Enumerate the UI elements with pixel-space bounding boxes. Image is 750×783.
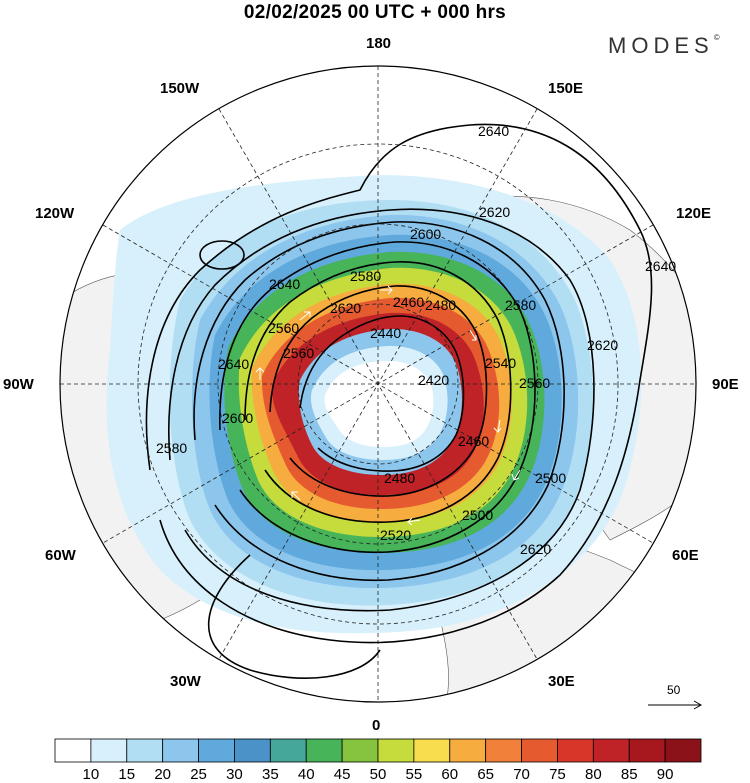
modes-logo: MODES© [608, 33, 720, 59]
colorbar-tick-label: 20 [154, 766, 171, 783]
contour-label: 2600 [222, 410, 254, 426]
contour-label: 2480 [384, 470, 416, 486]
colorbar-swatch [162, 738, 199, 763]
contour-label: 2620 [479, 204, 511, 220]
contour-label: 2540 [485, 355, 517, 371]
contour-label: 2560 [268, 320, 300, 336]
colorbar-swatch [341, 738, 379, 763]
contour-label: 2420 [418, 372, 450, 388]
colorbar-swatch [234, 738, 271, 763]
colorbar-tick-label: 30 [226, 766, 243, 783]
contour-label: 2560 [519, 375, 551, 391]
colorbar-swatch [269, 738, 307, 763]
contour-label: 2460 [393, 294, 425, 310]
colorbar-tick-label: 15 [118, 766, 136, 783]
colorbar-tick-label: 40 [297, 766, 315, 783]
contour-label: 2580 [505, 297, 537, 313]
colorbar-swatch [664, 738, 702, 763]
lon-label-150w: 150W [160, 80, 200, 97]
brand-text: MODES [608, 33, 714, 58]
wind-speed-shading [106, 175, 642, 634]
lon-label-30w: 30W [170, 673, 201, 690]
lon-label-120e: 120E [676, 205, 712, 222]
colorbar-swatch [54, 738, 92, 763]
wind-vectors [255, 285, 521, 526]
colorbar-swatch [592, 738, 630, 763]
contour-label: 2580 [156, 440, 188, 456]
lon-label-30e: 30E [548, 673, 575, 690]
contour-label: 2640 [645, 258, 677, 274]
colorbar-swatch [485, 738, 522, 763]
colorbar-tick-label: 65 [477, 766, 494, 783]
contour-label: 2580 [350, 268, 382, 284]
colorbar-swatch [557, 738, 594, 763]
vector-reference-arrow [648, 700, 703, 710]
colorbar-swatch [413, 738, 451, 763]
colorbar-tick-label: 60 [441, 766, 459, 783]
contour-label: 2600 [410, 226, 442, 242]
colorbar-swatch [449, 738, 487, 763]
colorbar-tick-label: 80 [584, 766, 602, 783]
map-boundary [59, 65, 697, 703]
lon-label-90e: 90E [712, 376, 739, 393]
colorbar-tick-label: 25 [190, 766, 207, 783]
contour-label: 2640 [269, 276, 301, 292]
lon-label-120w: 120W [35, 205, 75, 222]
colorbar-tick-label: 10 [82, 766, 100, 783]
lon-label-60e: 60E [672, 547, 699, 564]
contour-label: 2560 [283, 345, 315, 361]
contour-label: 2640 [218, 356, 250, 372]
contour-label: 2480 [425, 297, 457, 313]
colorbar-tick-label: 35 [261, 766, 279, 783]
contour-label: 2460 [458, 433, 490, 449]
colorbar-tick-label: 70 [513, 766, 530, 783]
lon-label-0: 0 [372, 717, 381, 734]
contour-label: 2440 [370, 325, 402, 341]
colorbar-tick-label: 55 [405, 766, 423, 783]
colorbar-swatch [126, 738, 164, 763]
wind-speed-colorbar [54, 738, 702, 763]
colorbar-tick-label: 50 [369, 766, 387, 783]
colorbar-tick-label: 45 [333, 766, 351, 783]
colorbar-swatch [521, 738, 558, 763]
contour-label: 2640 [478, 123, 510, 139]
lon-label-90w: 90W [3, 376, 34, 393]
graticule [60, 66, 696, 702]
contour-label: 2620 [330, 300, 362, 316]
colorbar-swatch [305, 738, 343, 763]
lon-label-180: 180 [366, 35, 392, 52]
lon-label-150e: 150E [548, 80, 584, 97]
contour-label: 2620 [587, 337, 619, 353]
lon-label-60w: 60W [45, 547, 76, 564]
colorbar-swatch [377, 738, 415, 763]
map-title: 02/02/2025 00 UTC + 000 hrs [243, 2, 507, 23]
contour-label: 2500 [535, 470, 567, 486]
colorbar-tick-label: 85 [620, 766, 638, 783]
brand-mark: © [713, 33, 720, 42]
contour-label: 2620 [520, 541, 552, 557]
contour-label: 2520 [380, 527, 412, 543]
colorbar-swatch [198, 738, 235, 763]
colorbar-swatch [628, 738, 666, 763]
colorbar-swatch [90, 738, 128, 763]
colorbar-tick-label: 90 [656, 766, 674, 783]
vector-reference-label: 50 [667, 683, 681, 697]
colorbar-tick-label: 75 [549, 766, 566, 783]
contour-label: 2500 [462, 507, 494, 523]
